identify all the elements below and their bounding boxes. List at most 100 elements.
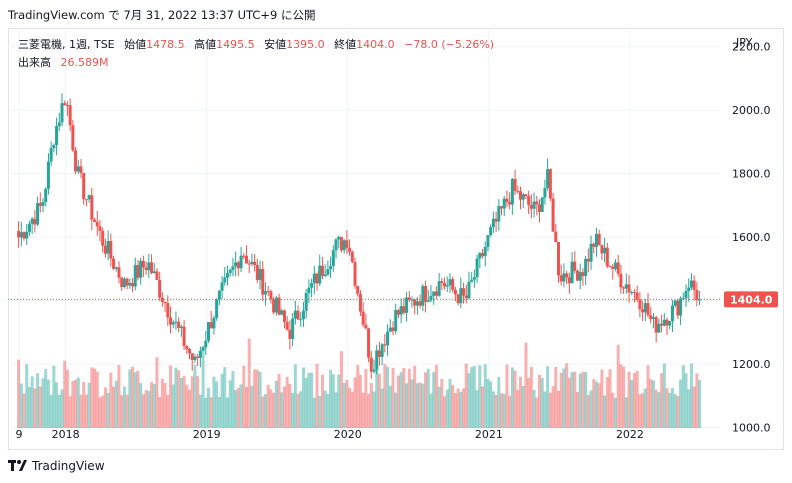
candle-body [166,303,170,318]
volume-bar [231,371,235,428]
candle-body [464,295,468,299]
candle-body [600,244,604,254]
candle-body [364,324,368,329]
volume-bar [429,393,433,428]
candle-body [660,323,664,326]
candle-body [375,350,379,370]
volume-bar [616,344,620,428]
volume-bar [323,390,327,428]
volume-bar [445,389,449,428]
candle-body [250,261,254,264]
candle-body [266,291,270,293]
candle-body [399,306,403,315]
high-value: 1495.5 [216,38,255,51]
volume-bar [188,389,192,428]
candle-body [459,288,463,304]
candle-body [570,261,574,284]
volume-bar [93,368,97,428]
candle-body [483,246,487,257]
volume-bar [163,382,167,428]
volume-bar [87,382,91,428]
volume-bar [540,377,544,428]
volume-bar [253,369,257,428]
candle-body [383,344,387,346]
volume-bar [144,390,148,428]
candle-body [38,203,42,206]
candle-body [320,265,324,277]
volume-bar [329,369,333,428]
volume-bar [217,396,221,428]
candle-body [448,279,452,286]
candle-body [169,317,173,325]
volume-bar [255,369,259,428]
volume-bar [182,375,186,428]
volume-bar [177,370,181,428]
symbol-label[interactable]: 三菱電機, 1週, TSE [18,38,115,51]
candle-body [27,223,31,232]
candle-body [288,329,292,339]
volume-bar [209,397,213,428]
candle-body [538,204,542,212]
low-value: 1395.0 [286,38,325,51]
volume-bar [293,364,297,428]
volume-bar [698,380,702,428]
volume-bar [608,369,612,428]
volume-bar [277,373,281,428]
volume-bar [567,377,571,428]
volume-bar [657,392,661,428]
candle-body [437,281,441,296]
candle-body [109,241,113,259]
volume-bar [437,386,441,428]
volume-bar [665,388,669,428]
candle-body [141,260,145,268]
candle-body [434,291,438,296]
candle-body [586,258,590,262]
volume-bar [82,381,86,428]
candle-body [274,297,278,313]
candle-body [394,310,398,332]
volume-bar [684,373,688,428]
x-axis: 9 2018 2019 2020 2021 2022 [16,428,644,441]
volume-bar [169,365,173,428]
candle-body [453,289,457,295]
volume-bar [575,392,579,428]
volume-bar [27,386,31,428]
volume-bar [334,392,338,428]
candle-body [578,272,582,281]
volume-bar [399,372,403,428]
candle-body [282,310,286,322]
volume-bar [160,378,164,428]
candle-body [345,240,349,248]
volume-bar [36,373,40,428]
volume-bar [147,390,151,428]
publish-info: TradingView.com で 7月 31, 2022 13:37 UTC+… [8,8,316,22]
volume-bar [65,369,69,428]
candle-body [348,247,352,252]
ohlc-legend: 三菱電機, 1週, TSE 始値1478.5 高値1495.5 安値1395.0… [18,36,494,52]
volume-bar [641,393,645,428]
volume-bar [638,394,642,428]
volume-bar [613,397,617,428]
volume-bar [280,392,284,428]
volume-bar [272,392,276,428]
price-chart[interactable]: 2200.02000.01800.01600.01400.01200.01000… [8,28,784,450]
volume-bar [646,365,650,428]
candle-body [196,356,200,358]
candle-body [369,357,373,372]
volume-bar [470,367,474,428]
candle-body [613,262,617,270]
volume-bar [562,368,566,428]
volume-bar [676,395,680,428]
candle-body [475,258,479,278]
y-tick-label: 2200.0 [732,41,771,54]
y-tick-label: 1800.0 [732,168,771,181]
candle-body [299,319,303,321]
candle-body [236,262,240,269]
volume-bar [554,366,558,428]
candle-body [632,292,636,294]
volume-bar [570,371,574,428]
volume-bar [622,366,626,428]
y-tick-label: 1600.0 [732,231,771,244]
volume-bar [49,394,53,428]
y-tick-label: 1200.0 [732,358,771,371]
